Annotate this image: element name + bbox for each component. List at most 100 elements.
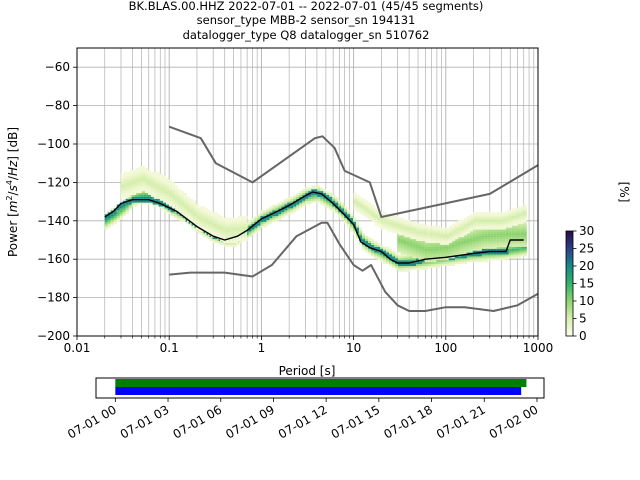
density-cell: [347, 212, 351, 215]
density-cell: [469, 250, 473, 253]
density-cell: [368, 242, 372, 245]
density-cell: [308, 194, 312, 197]
density-cell: [422, 235, 426, 238]
density-cell: [484, 223, 489, 226]
density-cell: [445, 264, 450, 267]
density-cell: [263, 223, 267, 226]
density-cell: [123, 181, 128, 184]
density-cell: [266, 223, 270, 226]
density-cell: [481, 214, 486, 217]
density-cell: [359, 227, 363, 230]
density-cell: [475, 227, 480, 230]
density-cell: [448, 260, 453, 263]
density-cell: [119, 208, 123, 211]
density-cell: [434, 233, 438, 236]
density-cell: [389, 250, 393, 253]
density-cell: [122, 202, 126, 205]
density-cell: [437, 237, 441, 240]
density-cell: [439, 264, 444, 267]
density-cell: [125, 210, 129, 213]
density-cell: [227, 242, 231, 245]
density-cell: [113, 210, 117, 213]
density-cell: [178, 198, 182, 201]
density-cell: [490, 235, 494, 238]
density-cell: [110, 221, 114, 224]
density-cell: [359, 231, 363, 234]
density-cell: [356, 223, 360, 226]
density-cell: [329, 194, 333, 197]
density-cell: [223, 219, 227, 222]
density-cell: [365, 208, 369, 211]
density-cell: [129, 175, 134, 178]
density-cell: [466, 237, 470, 240]
density-cell: [184, 206, 188, 209]
density-cell: [214, 223, 218, 226]
density-cell: [353, 198, 357, 201]
density-cell: [275, 206, 279, 209]
density-cell: [160, 196, 164, 199]
density-cell: [463, 246, 467, 249]
density-cell: [517, 217, 521, 220]
density-cell: [187, 216, 191, 219]
density-cell: [229, 229, 233, 232]
density-cell: [359, 212, 363, 215]
density-cell: [365, 239, 369, 242]
density-cell: [377, 216, 381, 219]
density-cell: [469, 248, 473, 251]
density-cell: [181, 210, 185, 213]
density-cell: [139, 179, 143, 182]
density-cell: [182, 217, 186, 220]
density-cell: [157, 189, 161, 192]
density-cell: [455, 223, 459, 226]
density-cell: [464, 221, 468, 224]
density-cell: [129, 177, 134, 180]
density-cell: [410, 227, 414, 230]
density-cell: [460, 256, 464, 259]
density-cell: [397, 235, 401, 238]
density-cell: [359, 208, 363, 211]
density-cell: [415, 256, 419, 259]
density-cell: [202, 206, 206, 209]
density-cell: [119, 206, 123, 209]
density-cell: [107, 216, 111, 219]
density-cell: [487, 256, 491, 259]
density-cell: [202, 227, 206, 230]
density-cell: [439, 262, 444, 265]
density-cell: [187, 198, 191, 201]
density-cell: [467, 229, 471, 232]
density-cell: [461, 231, 465, 234]
density-cell: [160, 179, 164, 182]
density-cell: [155, 204, 159, 207]
density-cell: [110, 214, 114, 217]
density-cell: [126, 175, 131, 178]
density-cell: [440, 235, 444, 238]
density-cell: [196, 221, 200, 224]
density-cell: [217, 219, 221, 222]
density-cell: [163, 191, 167, 194]
density-cell: [449, 233, 453, 236]
density-cell: [302, 198, 306, 201]
density-cell: [120, 187, 125, 190]
density-cell: [214, 231, 218, 234]
density-cell: [356, 196, 360, 199]
density-cell: [241, 229, 245, 232]
density-cell: [202, 212, 206, 215]
density-cell: [425, 231, 429, 234]
density-cell: [223, 221, 227, 224]
density-cell: [278, 206, 282, 209]
density-cell: [395, 225, 399, 228]
density-cell: [386, 254, 390, 257]
density-cell: [166, 185, 170, 188]
density-cell: [458, 221, 462, 224]
density-cell: [110, 217, 114, 220]
density-cell: [206, 233, 210, 236]
density-cell: [481, 216, 486, 219]
density-cell: [133, 175, 137, 178]
density-cell: [487, 212, 492, 215]
density-cell: [377, 223, 381, 226]
density-cell: [233, 242, 237, 245]
density-cell: [359, 200, 363, 203]
density-cell: [463, 248, 467, 251]
density-cell: [407, 269, 411, 272]
density-cell: [263, 210, 267, 213]
